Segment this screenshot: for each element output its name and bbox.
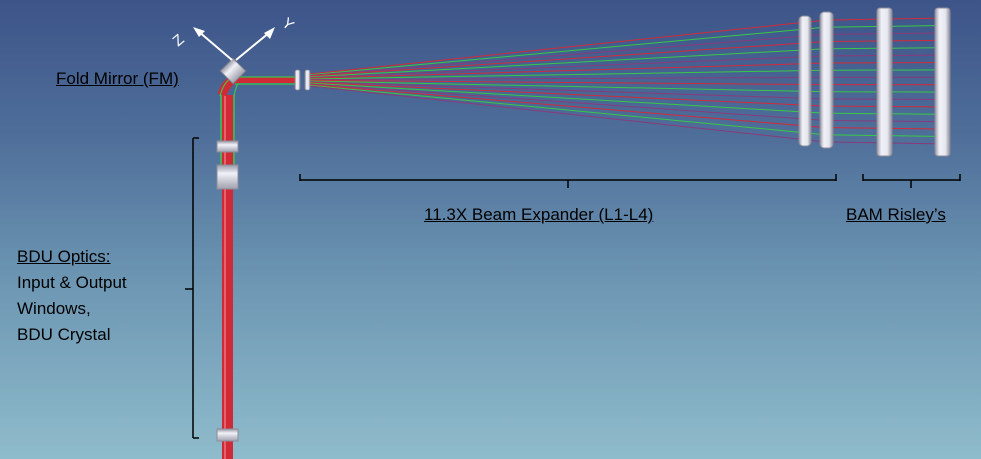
beam-expander-label: 11.3X Beam Expander (L1-L4) [424, 205, 654, 224]
expander-ray [309, 69, 827, 80]
expander-output-lenses [798, 11, 834, 149]
expander-input-lenses [294, 69, 311, 91]
fold-mirror [219, 57, 247, 85]
expander-ray [309, 19, 827, 75]
bam-risleys-bracket [862, 174, 961, 188]
fold-mirror-label: Fold Mirror (FM) [56, 69, 179, 88]
expanded-beam-ray-fan [309, 17, 951, 145]
expander-ray [309, 26, 827, 76]
bdu-optics-line-4: BDU Crystal [17, 325, 111, 344]
expander-ray [309, 82, 827, 114]
expander-ray [309, 33, 827, 76]
expander-ray [309, 41, 827, 77]
expander-ray [309, 83, 827, 121]
bdu-optics-bracket [185, 137, 199, 439]
expander-ray [309, 84, 827, 129]
axis-label-y: Y [278, 15, 297, 34]
expander-ray [309, 81, 827, 100]
bam-risleys-label: BAM Risley’s [846, 205, 946, 224]
expander-ray [309, 84, 827, 136]
coordinate-axes: Z Y [170, 15, 297, 61]
expander-ray [309, 85, 827, 143]
beam-expander-bracket [299, 174, 837, 188]
expander-ray [309, 80, 827, 93]
axis-label-z: Z [170, 31, 188, 50]
bdu-optics-line-2: Input & Output [17, 273, 127, 292]
expander-ray [309, 55, 827, 79]
bdu-optics-line-3: Windows, [17, 299, 91, 318]
bam-risley-prisms [876, 7, 951, 157]
expander-ray [309, 79, 827, 86]
bdu-optics-elements [216, 140, 239, 442]
bdu-optics-title: BDU Optics: [17, 247, 111, 266]
expander-ray [309, 81, 827, 107]
expander-ray [309, 62, 827, 79]
expander-ray [309, 76, 827, 81]
bdu-optics-label: BDU Optics: Input & Output Windows, BDU … [17, 244, 127, 348]
expander-ray [309, 48, 827, 78]
